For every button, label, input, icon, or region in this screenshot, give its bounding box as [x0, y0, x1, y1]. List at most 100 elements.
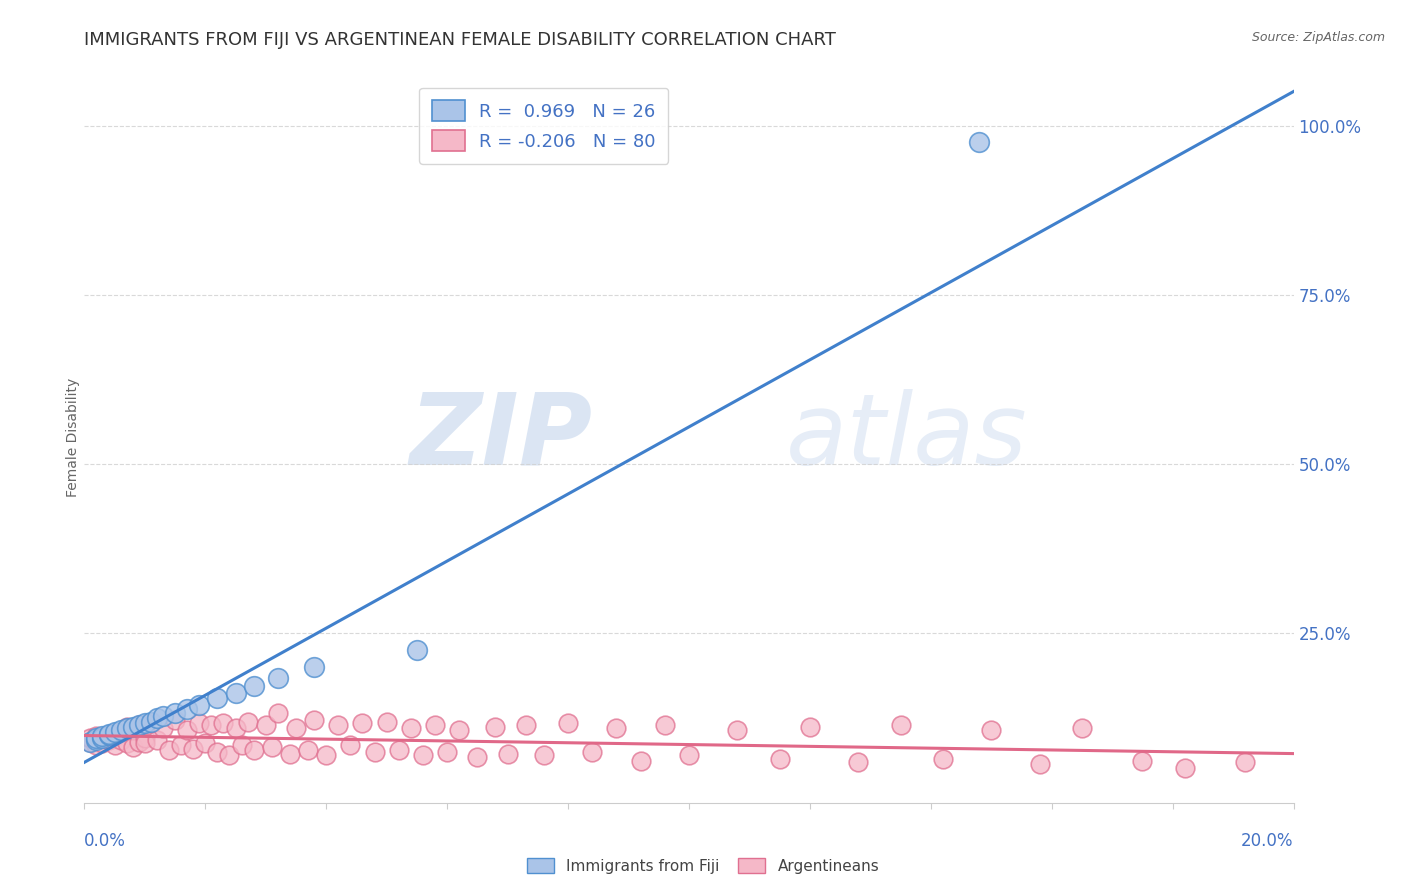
Point: [86, 733, 108, 747]
Point: [176, 723, 198, 737]
Point: [267, 671, 290, 685]
Point: [533, 748, 555, 763]
Point: [302, 713, 325, 727]
Point: [121, 720, 143, 734]
Text: atlas: atlas: [786, 389, 1028, 485]
Point: [128, 735, 150, 749]
Point: [207, 690, 229, 705]
Point: [449, 723, 471, 737]
Point: [97, 727, 120, 741]
Point: [110, 733, 132, 747]
Point: [152, 709, 174, 723]
Point: [352, 715, 374, 730]
Legend: Immigrants from Fiji, Argentineans: Immigrants from Fiji, Argentineans: [520, 852, 886, 880]
Point: [97, 728, 120, 742]
Point: [1071, 721, 1094, 735]
Point: [932, 752, 955, 766]
Point: [188, 698, 211, 712]
Point: [581, 745, 603, 759]
Point: [388, 743, 411, 757]
Point: [104, 730, 127, 744]
Legend: R =  0.969   N = 26, R = -0.206   N = 80: R = 0.969 N = 26, R = -0.206 N = 80: [419, 87, 668, 164]
Text: 0.0%: 0.0%: [84, 832, 127, 850]
Point: [967, 136, 990, 150]
Point: [630, 754, 652, 768]
Point: [134, 731, 156, 746]
Text: IMMIGRANTS FROM FIJI VS ARGENTINEAN FEMALE DISABILITY CORRELATION CHART: IMMIGRANTS FROM FIJI VS ARGENTINEAN FEMA…: [84, 31, 837, 49]
Point: [97, 728, 120, 742]
Point: [110, 724, 132, 739]
Point: [242, 679, 264, 693]
Point: [375, 714, 398, 729]
Point: [176, 702, 198, 716]
Point: [134, 715, 156, 730]
Point: [1028, 756, 1050, 771]
Point: [146, 711, 169, 725]
Point: [399, 721, 422, 735]
Point: [91, 731, 114, 746]
Point: [115, 720, 138, 734]
Point: [254, 718, 277, 732]
Point: [86, 731, 108, 746]
Point: [194, 736, 217, 750]
Point: [200, 718, 222, 732]
Point: [242, 743, 264, 757]
Point: [328, 718, 350, 732]
Point: [678, 748, 700, 763]
Point: [115, 721, 138, 735]
Point: [1174, 761, 1197, 775]
Point: [1234, 755, 1257, 769]
Point: [769, 752, 792, 766]
Point: [496, 747, 519, 761]
Point: [121, 723, 143, 737]
Point: [207, 745, 229, 759]
Point: [104, 738, 127, 752]
Point: [799, 720, 821, 734]
Point: [225, 721, 247, 735]
Point: [1130, 754, 1153, 768]
Point: [225, 686, 247, 700]
Point: [980, 723, 1002, 737]
Point: [104, 724, 127, 739]
Point: [285, 721, 308, 735]
Point: [605, 721, 627, 735]
Point: [231, 738, 253, 752]
Point: [302, 660, 325, 674]
Point: [86, 730, 108, 744]
Point: [165, 706, 187, 721]
Point: [86, 738, 108, 752]
Point: [121, 740, 143, 755]
Point: [406, 643, 429, 657]
Point: [128, 718, 150, 732]
Point: [236, 714, 259, 729]
Point: [165, 713, 187, 727]
Point: [157, 743, 180, 757]
Point: [218, 748, 240, 763]
Point: [297, 743, 319, 757]
Point: [110, 723, 132, 737]
Point: [890, 718, 912, 732]
Point: [315, 748, 337, 763]
Point: [278, 747, 301, 761]
Point: [134, 736, 156, 750]
Point: [97, 733, 120, 747]
Point: [363, 745, 385, 759]
Point: [260, 740, 283, 755]
Point: [188, 715, 211, 730]
Point: [146, 733, 169, 747]
Point: [339, 738, 361, 752]
Text: ZIP: ZIP: [409, 389, 592, 485]
Point: [654, 718, 676, 732]
Point: [79, 731, 101, 746]
Point: [725, 723, 748, 737]
Point: [181, 741, 204, 756]
Y-axis label: Female Disability: Female Disability: [66, 377, 80, 497]
Point: [467, 749, 489, 764]
Point: [484, 720, 506, 734]
Point: [170, 738, 193, 752]
Point: [139, 714, 162, 729]
Point: [91, 731, 114, 746]
Point: [79, 735, 101, 749]
Point: [846, 755, 869, 769]
Point: [79, 735, 101, 749]
